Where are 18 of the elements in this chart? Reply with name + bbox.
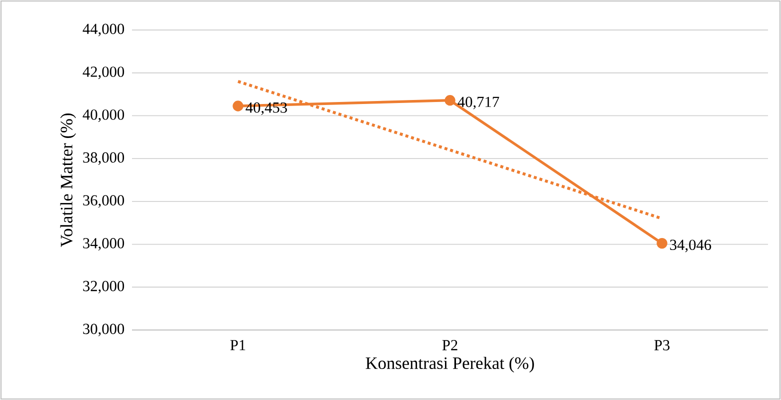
y-axis-title: Volatile Matter (%)	[60, 114, 76, 248]
point	[656, 238, 668, 249]
x-axis-title: Konsentrasi Perekat (%)	[366, 356, 534, 373]
y-tick-label: 30,000	[83, 324, 124, 336]
y-tick-label: 32,000	[83, 280, 124, 294]
y-tick-label: 36,000	[83, 195, 124, 208]
y-tick-label: 42,000	[82, 66, 124, 80]
x-tick-label: P3	[654, 340, 670, 350]
y-tick-label: 44,000	[82, 24, 124, 36]
point	[444, 95, 456, 106]
data-label: 40,717	[458, 96, 500, 110]
x-tick-label: P1	[230, 340, 246, 350]
y-tick-label: 34,000	[83, 238, 124, 251]
point	[232, 100, 244, 112]
data-label: 34,046	[670, 240, 712, 252]
y-tick-label: 40,000	[82, 109, 124, 122]
x-tick-label: P2	[442, 340, 458, 350]
y-tick-label: 38,000	[83, 152, 124, 165]
